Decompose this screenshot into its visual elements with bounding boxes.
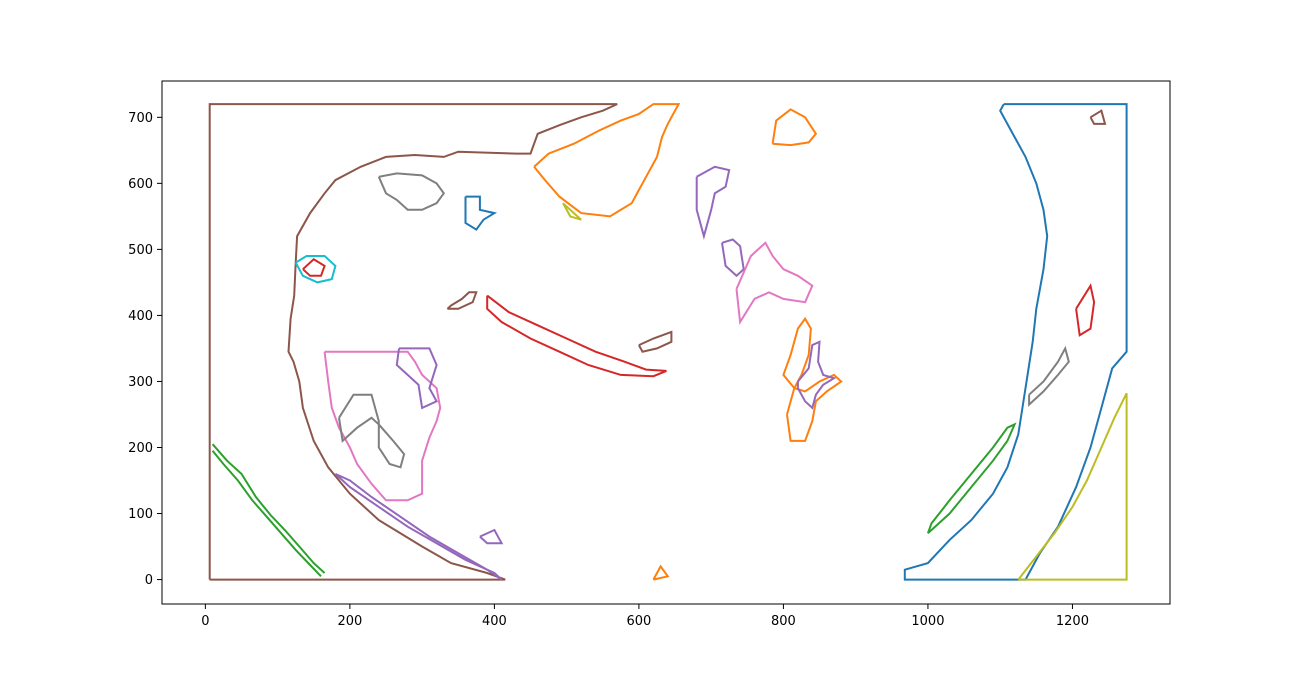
x-tick-label: 200	[337, 614, 362, 629]
y-tick-label: 100	[128, 507, 153, 522]
contour-series-3	[211, 443, 326, 574]
y-axis: 0 100 200 300 400 500 600 700	[128, 111, 162, 588]
plot-area	[162, 81, 1170, 604]
contour-series-20	[1075, 283, 1096, 337]
contour-series-9	[486, 294, 667, 378]
contour-series-13	[771, 108, 818, 147]
contour-series-0	[208, 103, 618, 581]
contour-series-1	[903, 103, 1128, 581]
x-tick-label: 600	[626, 614, 651, 629]
x-tick-label: 1200	[1056, 614, 1089, 629]
x-axis: 0 200 400 600 800 1000 1200	[201, 604, 1089, 629]
contour-series-23	[377, 172, 446, 211]
contour-series-11	[638, 330, 673, 353]
contour-series-12	[533, 103, 681, 218]
x-tick-label: 0	[201, 614, 209, 629]
contour-series-29	[1089, 109, 1107, 125]
y-tick-label: 300	[128, 375, 153, 390]
contour-series-28	[479, 528, 504, 545]
contour-series-4	[211, 450, 322, 577]
contour-series-21	[926, 422, 1017, 535]
y-tick-label: 500	[128, 243, 153, 258]
contour-series-16	[721, 238, 745, 278]
contour-series-17	[735, 241, 814, 325]
contour-series-26	[562, 202, 582, 221]
contour-series-2	[1017, 392, 1128, 581]
contour-series-22	[1028, 345, 1070, 407]
contour-series-7	[338, 393, 406, 469]
contour-lines	[208, 103, 1128, 581]
axes-frame	[161, 80, 1171, 605]
contour-series-27	[652, 564, 670, 581]
y-tick-label: 400	[128, 309, 153, 324]
x-tick-label: 1000	[911, 614, 944, 629]
y-tick-label: 0	[145, 573, 153, 588]
y-tick-label: 700	[128, 111, 153, 126]
y-tick-label: 200	[128, 441, 153, 456]
contour-series-15	[695, 165, 731, 240]
contour-series-24	[294, 255, 337, 284]
y-tick-label: 600	[128, 177, 153, 192]
contour-series-19	[796, 340, 837, 410]
contour-series-14	[464, 195, 498, 231]
x-tick-label: 400	[482, 614, 507, 629]
contour-series-10	[446, 291, 478, 310]
x-tick-label: 800	[771, 614, 796, 629]
contour-series-25	[302, 258, 326, 277]
contour-series-8	[395, 347, 438, 410]
contour-series-5	[334, 472, 503, 581]
contour-series-6	[323, 350, 442, 502]
